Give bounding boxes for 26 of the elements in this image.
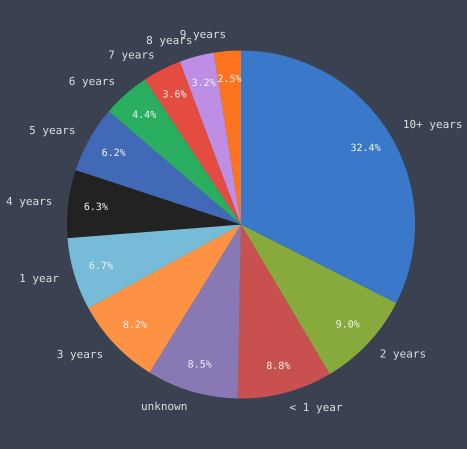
data-label: 3.2% — [192, 78, 216, 90]
slice-label: < 1 year — [290, 401, 343, 414]
data-label: 6.3% — [84, 202, 108, 214]
data-label: 8.5% — [188, 360, 212, 371]
slice-label: 6 years — [68, 75, 116, 88]
slice-label: unknown — [140, 400, 188, 413]
slice-label: 10+ years — [402, 118, 462, 132]
data-label: 6.2% — [102, 148, 126, 159]
pie-slice — [67, 170, 241, 238]
data-label: 8.8% — [266, 360, 290, 372]
pie-slice — [68, 224, 241, 308]
data-label: 9.0% — [336, 319, 360, 330]
pie-slice — [149, 224, 241, 398]
data-label: 8.2% — [122, 320, 147, 332]
pie-slice — [76, 111, 241, 224]
slice-label: 2 years — [380, 347, 426, 360]
slice-label: 1 year — [19, 272, 60, 285]
data-label: 4.4% — [132, 110, 156, 122]
data-label: 3.6% — [162, 89, 187, 100]
slice-label: 5 years — [29, 124, 76, 138]
slice-label: 4 years — [6, 194, 52, 208]
data-label: 6.7% — [88, 261, 113, 272]
pie-slice — [238, 224, 330, 398]
slice-label: 3 years — [56, 348, 104, 362]
data-label: 32.4% — [350, 142, 381, 154]
slice-label: 7 years — [108, 48, 155, 62]
